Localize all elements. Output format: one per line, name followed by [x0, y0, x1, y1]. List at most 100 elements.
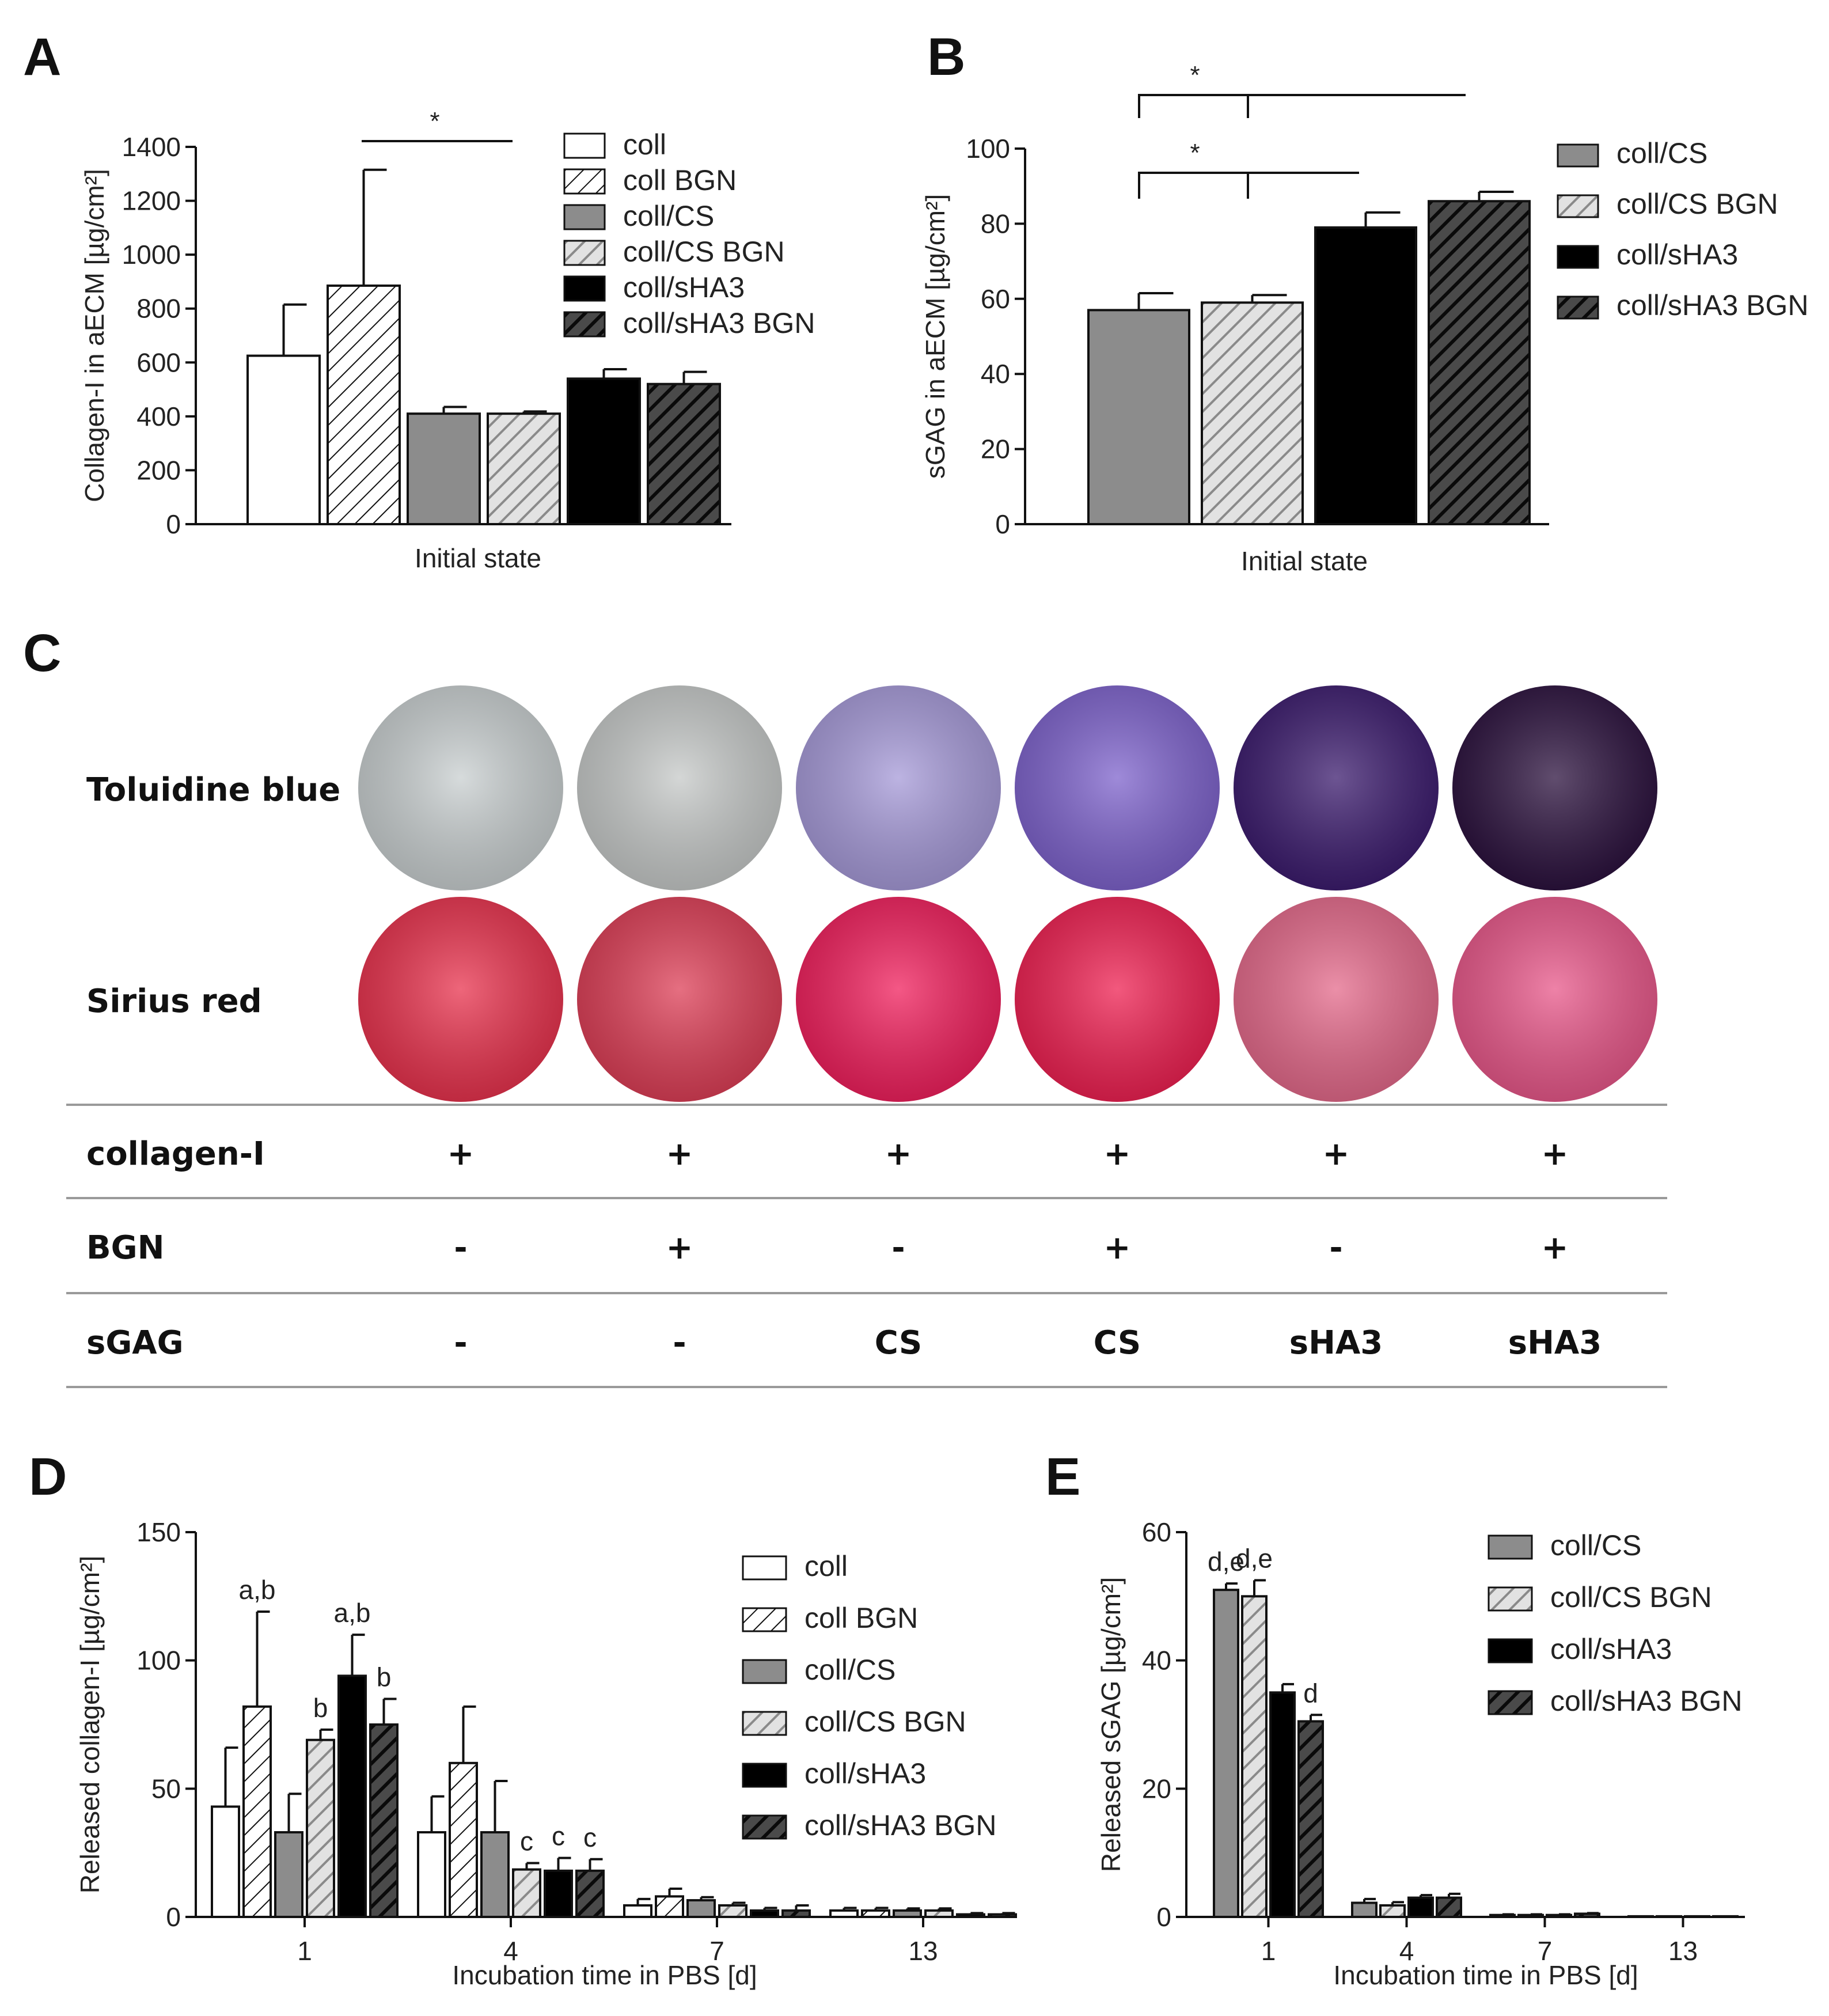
- legend-label-coll-cs: coll/CS: [1616, 137, 1707, 169]
- bar-coll-day-13: [829, 1909, 859, 1919]
- bar-coll-sha3-day-13: [956, 1913, 985, 1918]
- y-tick-label: 20: [1142, 1774, 1171, 1803]
- bar-coll-cs-day-7: [686, 1899, 716, 1918]
- bar-coll-cs-day-4: [480, 1831, 510, 1919]
- row-label-toluidine-blue: Toluidine blue: [86, 771, 340, 809]
- toluidine-well-shade-3: [796, 685, 1001, 890]
- legend-swatch-coll-sha3: [1557, 245, 1599, 269]
- bar-coll-cs: [1087, 309, 1190, 525]
- bar-coll-bgn-day-4: [449, 1761, 478, 1919]
- significance-star: *: [430, 107, 439, 135]
- stat-letter: b: [313, 1693, 328, 1723]
- x-tick-label: 13: [908, 1936, 938, 1966]
- table-cell: +: [1104, 1229, 1131, 1267]
- y-tick-label: 1000: [122, 240, 181, 270]
- panel-letter-a: A: [23, 28, 61, 86]
- legend-label-coll: coll: [805, 1550, 848, 1582]
- toluidine-well-shade-2: [577, 685, 782, 890]
- legend-label-coll-cs: coll/CS: [805, 1654, 895, 1686]
- legend-swatch-coll-cs: [1557, 143, 1599, 168]
- legend-swatch-coll: [563, 132, 606, 159]
- bar-coll-sha3-bgn: [647, 382, 721, 526]
- y-tick-label: 1400: [122, 132, 181, 162]
- table-cell: sHA3: [1508, 1324, 1602, 1362]
- sirius-well-shade-2: [577, 897, 782, 1102]
- legend-swatch-coll-cs-bgn: [1557, 194, 1599, 218]
- y-tick-label: 80: [981, 209, 1010, 238]
- legend-label-coll-sha3: coll/sHA3: [1550, 1633, 1672, 1665]
- stat-letter: d: [1303, 1678, 1318, 1708]
- legend-swatch-coll-bgn: [742, 1607, 787, 1632]
- bar-coll-bgn-day-1: [242, 1705, 272, 1918]
- significance-bracket-top: [1138, 94, 1466, 118]
- y-axis-label: sGAG in aECM [µg/cm²]: [920, 194, 950, 479]
- legend-label-coll-sha3-bgn: coll/sHA3 BGN: [623, 307, 815, 339]
- legend-label-coll-bgn: coll BGN: [805, 1602, 918, 1634]
- y-tick-label: 60: [1142, 1517, 1171, 1547]
- bar-coll-sha3-day-4: [1407, 1896, 1434, 1919]
- table-row-label-collagen-i: collagen-I: [86, 1135, 265, 1173]
- y-tick-label: 400: [136, 401, 181, 431]
- bar-coll-cs-day-1: [1213, 1589, 1239, 1918]
- bar-coll-cs-bgn-day-4: [512, 1868, 541, 1918]
- table-cell: -: [1329, 1229, 1342, 1267]
- bar-coll-sha3-bgn-day-1: [1297, 1720, 1324, 1919]
- bar-coll-cs-day-4: [1351, 1901, 1378, 1918]
- chart-d: 0 50 100 150 Released collagen-I [µg/cm²] Inc…: [75, 1517, 1017, 1990]
- legend-label-coll-cs-bgn: coll/CS BGN: [805, 1706, 966, 1738]
- bar-coll-day-1: [211, 1805, 240, 1918]
- x-axis-label: Incubation time in PBS [d]: [1333, 1960, 1638, 1990]
- y-tick-label: 40: [981, 359, 1010, 389]
- table-cell: +: [1104, 1135, 1131, 1173]
- bar-coll-cs-bgn: [1201, 301, 1304, 525]
- table-cell: +: [666, 1135, 693, 1173]
- legend-swatch-coll-sha3-bgn: [1488, 1690, 1533, 1715]
- bar-coll-cs-bgn-day-1: [1241, 1595, 1268, 1918]
- stat-letter: d,e: [1208, 1547, 1244, 1577]
- legend-swatch-coll-sha3-bgn: [742, 1814, 787, 1840]
- toluidine-well-shade-4: [1015, 685, 1220, 890]
- y-tick-label: 50: [151, 1774, 181, 1803]
- legend-swatch-coll-cs-bgn: [563, 240, 606, 266]
- y-tick-label: 800: [136, 294, 181, 324]
- table-cell: -: [454, 1324, 467, 1362]
- x-tick-label: 4: [503, 1936, 518, 1966]
- stat-letter: b: [377, 1662, 392, 1692]
- legend-label-coll-sha3: coll/sHA3: [805, 1757, 926, 1790]
- y-tick-label: 0: [166, 1902, 181, 1932]
- bar-coll-cs-day-1: [274, 1831, 303, 1919]
- y-tick-label: 60: [981, 284, 1010, 314]
- bar-coll-cs-bgn-day-13: [924, 1909, 954, 1919]
- table-cell: sHA3: [1289, 1324, 1383, 1362]
- sirius-well-shade-6: [1452, 897, 1657, 1102]
- panel-c: Toluidine blue Sirius red collagen-I + + + + + +…: [66, 685, 1667, 1388]
- stat-letter: c: [583, 1822, 597, 1852]
- bar-coll-sha3: [1314, 226, 1417, 526]
- bar-coll-sha3-bgn: [1428, 200, 1531, 525]
- table-cell: CS: [1094, 1324, 1141, 1362]
- bar-coll-bgn: [327, 284, 401, 525]
- x-axis-label: Initial state: [1241, 546, 1368, 576]
- bar-coll-sha3-day-13: [1684, 1915, 1710, 1919]
- legend-label-coll-cs-bgn: coll/CS BGN: [1616, 188, 1778, 220]
- bar-coll-bgn-day-7: [655, 1895, 684, 1918]
- significance-bracket-lower: [1138, 172, 1359, 199]
- legend-label-coll-sha3-bgn: coll/sHA3 BGN: [1616, 289, 1808, 321]
- bar-coll-sha3-day-7: [750, 1909, 779, 1919]
- bar-coll-bgn-day-13: [861, 1909, 890, 1919]
- table-cell: +: [1542, 1135, 1569, 1173]
- panel-letter-e: E: [1045, 1447, 1080, 1506]
- sirius-well-shade-5: [1234, 897, 1439, 1102]
- bar-coll-sha3: [567, 377, 641, 525]
- table-cell: -: [673, 1324, 686, 1362]
- bar-coll-day-7: [623, 1904, 652, 1918]
- stat-letter: a,b: [334, 1598, 371, 1628]
- bar-coll-sha3-bgn-day-4: [1436, 1896, 1462, 1919]
- legend-swatch-coll-sha3: [1488, 1638, 1533, 1663]
- legend-swatch-coll-sha3: [563, 275, 606, 302]
- bar-coll-cs: [407, 412, 481, 526]
- legend-swatch-coll-cs: [563, 204, 606, 230]
- legend-label-coll-cs: coll/CS: [623, 200, 714, 232]
- table-cell: +: [885, 1135, 912, 1173]
